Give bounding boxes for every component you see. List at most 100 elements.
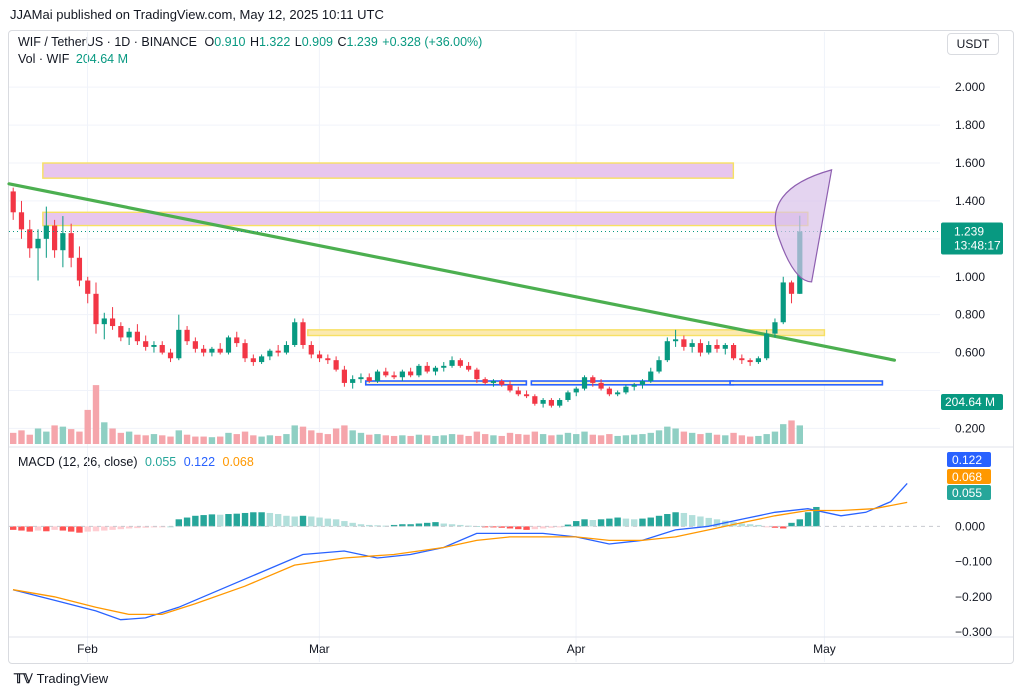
candle-body: [259, 356, 265, 363]
signal-line: [12, 501, 908, 616]
macd-histogram-bar: [771, 526, 779, 528]
candle-body: [581, 377, 588, 389]
macd-title[interactable]: MACD (12, 26, close): [18, 455, 138, 469]
candle-body: [408, 371, 414, 376]
currency-button[interactable]: USDT: [947, 33, 999, 55]
macd-histogram-bar: [266, 512, 274, 527]
candle-body: [159, 345, 165, 353]
candle-body: [730, 345, 737, 359]
candle-body: [192, 341, 198, 349]
candle-body: [391, 375, 397, 378]
macd-histogram-bar: [274, 514, 282, 527]
macd-histogram-bar: [697, 516, 704, 527]
candle-body: [201, 348, 207, 353]
volume-bar: [631, 434, 638, 444]
publisher-note: JJAMai published on TradingView.com, May…: [10, 7, 384, 22]
macd-histogram-bar: [308, 516, 315, 527]
candle-body: [151, 345, 157, 347]
macd-histogram-bar: [332, 519, 340, 527]
volume-bar: [763, 434, 770, 444]
candle-body: [60, 233, 66, 251]
volume-bar: [92, 385, 100, 444]
macd-value-label: 0.122: [952, 453, 982, 467]
macd-histogram-bar: [498, 526, 505, 528]
volume-bar: [175, 430, 182, 444]
candle-body: [68, 233, 74, 258]
volume-axis-label: 204.64 M: [945, 395, 995, 409]
time-tick-label: May: [813, 642, 836, 656]
volume-bar: [167, 436, 174, 444]
volume-bar: [299, 426, 307, 444]
price-tick-label: 0.200: [955, 421, 985, 435]
macd-line: [12, 482, 908, 621]
volume-bar: [473, 431, 481, 444]
volume-bar: [597, 435, 605, 444]
macd-histogram-bar: [722, 520, 729, 527]
volume-bar: [548, 435, 555, 444]
symbol-title[interactable]: WIF / TetherUS · 1D · BINANCE: [18, 35, 197, 49]
candle-body: [590, 377, 596, 383]
volume-bar: [780, 424, 787, 444]
candle-body: [176, 329, 182, 359]
volume-bar: [531, 431, 539, 444]
candle-body: [755, 358, 761, 363]
open-value: 0.910: [214, 35, 246, 49]
macd-histogram-bar: [142, 526, 149, 528]
volume-bar: [639, 434, 646, 444]
volume-bar: [291, 425, 298, 444]
candle-body: [143, 341, 149, 347]
candle-body: [93, 293, 99, 325]
candle-body: [134, 331, 140, 342]
volume-bar: [217, 436, 224, 444]
volume-bar: [796, 425, 803, 444]
trendline: [7, 182, 897, 362]
candle-body: [557, 399, 563, 406]
volume-bar: [316, 432, 323, 444]
volume-label-bg: [941, 394, 1003, 410]
candle-body: [283, 345, 290, 353]
volume-bar: [125, 431, 133, 444]
candle-body: [714, 345, 720, 349]
volume-bar: [84, 409, 91, 444]
candle-body: [772, 322, 778, 334]
macd-histogram-bar: [175, 519, 182, 527]
macd-histogram-bar: [341, 521, 348, 527]
volume-bar: [606, 434, 613, 444]
price-tick-label: 0.800: [955, 308, 985, 322]
candle-body: [573, 388, 579, 393]
candle-body: [664, 341, 670, 361]
candle-body: [490, 381, 497, 383]
macd-histogram-bar: [134, 526, 141, 529]
candle-body: [300, 322, 306, 345]
macd-histogram-bar: [18, 526, 25, 531]
candle-body: [27, 229, 33, 249]
macd-histogram-bar: [680, 512, 688, 527]
candle-body: [366, 377, 372, 382]
macd-histogram-bar: [125, 526, 133, 529]
price-tick-label: 1.600: [955, 156, 985, 170]
grid: [9, 32, 1013, 662]
volume-label[interactable]: Vol · WIF: [18, 52, 70, 66]
volume-bar: [722, 435, 729, 444]
candle-body: [482, 379, 488, 383]
candle-body: [681, 339, 687, 347]
brand-name: TradingView: [36, 671, 109, 686]
volume-bar: [266, 435, 274, 444]
volume-bar: [523, 434, 530, 444]
candle-body: [234, 337, 240, 344]
candle-body: [747, 360, 753, 363]
price-tick-label: 1.000: [955, 270, 985, 284]
candle-body: [540, 399, 546, 404]
volume-bar: [407, 435, 414, 444]
macd-histogram-bar: [531, 526, 539, 530]
volume-bar: [755, 435, 762, 444]
volume-bar: [432, 435, 439, 444]
candle-body: [656, 360, 662, 372]
change-value: +0.328 (+36.00%): [382, 35, 483, 49]
tradingview-logo-icon: 𝕋𝕍: [14, 671, 33, 686]
zone-box: [364, 380, 528, 386]
macd-histogram-value: 0.055: [144, 455, 177, 469]
volume-bar: [515, 434, 522, 444]
open-label: O: [204, 35, 215, 49]
